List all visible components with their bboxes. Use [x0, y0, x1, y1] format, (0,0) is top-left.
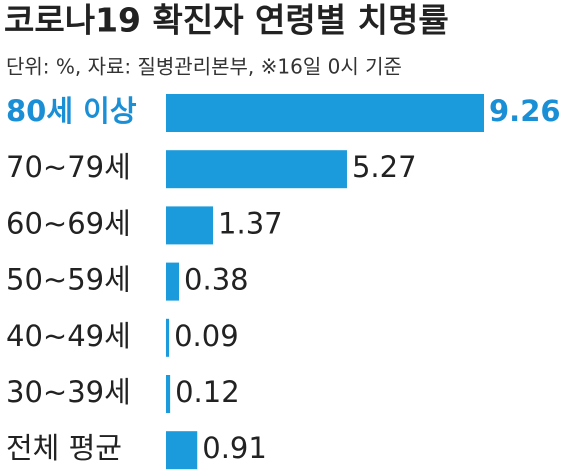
value-label: 5.27: [352, 150, 417, 184]
bar: [166, 431, 198, 470]
bar: [166, 318, 170, 357]
value-label: 1.37: [218, 206, 283, 240]
bar: [166, 375, 171, 413]
category-label: 60~69세: [6, 206, 131, 240]
category-label: 전체 평균: [6, 431, 122, 465]
bar: [166, 94, 484, 132]
value-label: 0.12: [175, 375, 240, 409]
value-label: 9.26: [489, 94, 561, 128]
category-label: 30~39세: [6, 375, 131, 409]
value-label: 0.91: [202, 431, 267, 465]
category-label: 40~49세: [6, 319, 131, 353]
category-label: 80세 이상: [6, 94, 137, 128]
category-label: 50~59세: [6, 263, 131, 297]
value-label: 0.38: [184, 263, 249, 297]
value-label: 0.09: [174, 319, 239, 353]
bar: [166, 262, 180, 301]
bar: [166, 150, 347, 189]
chart-subtitle: 단위: %, 자료: 질병관리본부, ※16일 0시 기준: [6, 55, 402, 79]
chart-title: 코로나19 확진자 연령별 치명률: [4, 1, 449, 40]
bar: [166, 206, 214, 245]
category-label: 70~79세: [6, 150, 131, 184]
